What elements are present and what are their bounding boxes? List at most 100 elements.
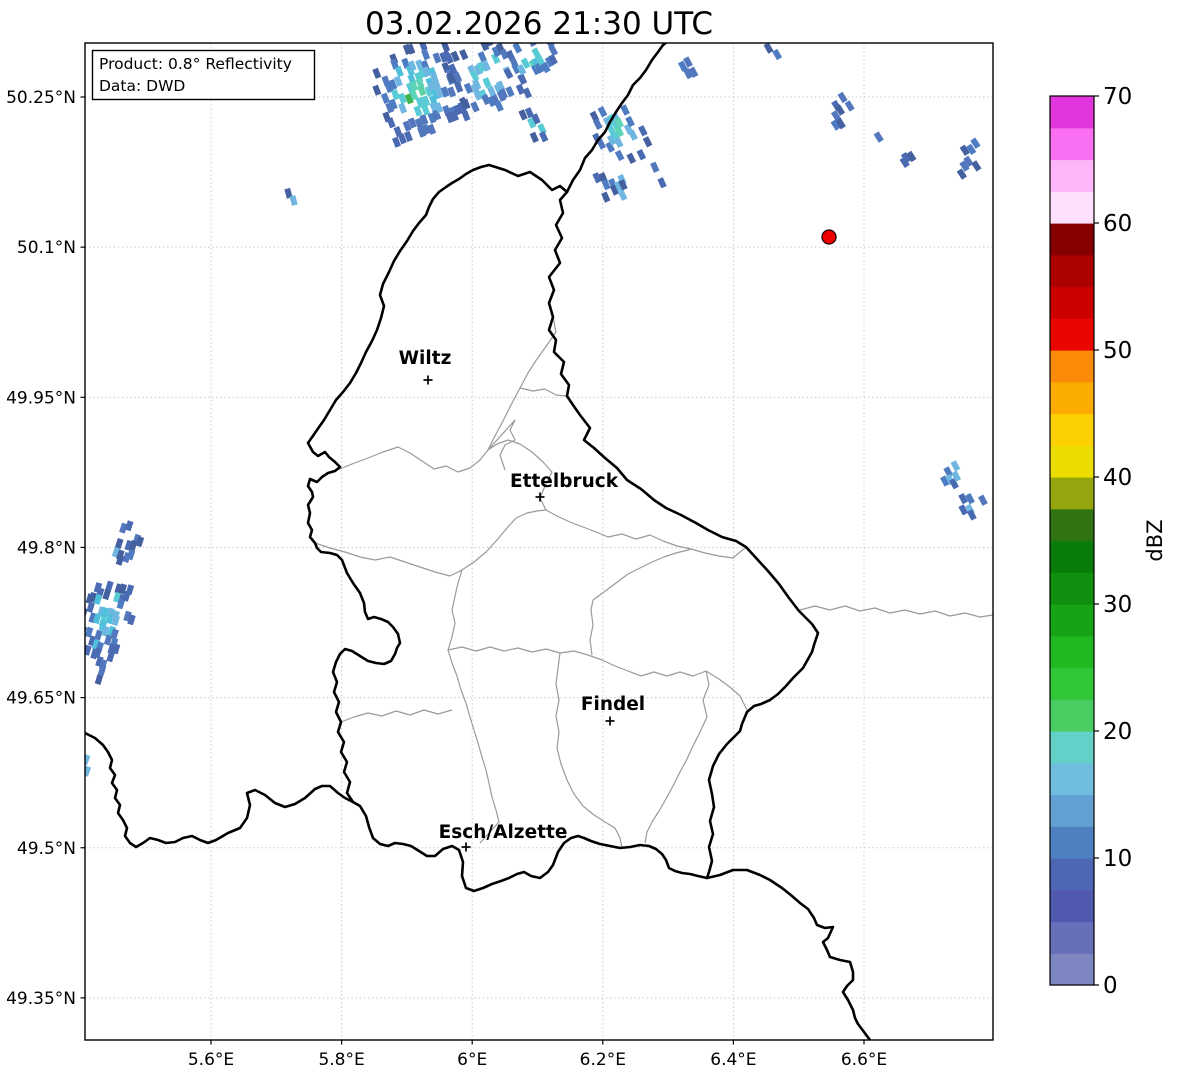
radar-echo-cell	[491, 45, 501, 58]
radar-echo-cell	[473, 89, 483, 101]
radar-echo-cell	[515, 83, 526, 95]
district-border	[340, 709, 453, 723]
radar-echo-cell	[873, 131, 884, 143]
radar-echo-cell	[544, 43, 555, 48]
colorbar-tick-label: 40	[1103, 465, 1132, 491]
colorbar-tick-label: 10	[1103, 846, 1132, 872]
radar-echo-cell	[626, 152, 637, 164]
radar-echo-cell	[636, 148, 647, 161]
radar-echo-cell	[110, 628, 119, 640]
y-axis-tick-label: 49.35°N	[6, 989, 76, 1009]
radar-echo-cell	[476, 61, 486, 73]
colorbar-segment	[1050, 953, 1094, 986]
colorbar-tick-label: 30	[1103, 592, 1132, 618]
colorbar-segment	[1050, 921, 1094, 954]
radar-echo-cell	[404, 93, 414, 105]
country-border	[565, 43, 668, 194]
colorbar-segment	[1050, 350, 1094, 383]
radar-echo-cell	[444, 52, 454, 65]
radar-echo-cell	[390, 58, 400, 70]
radar-echo-cell	[388, 98, 398, 110]
radar-echo-cell	[432, 109, 442, 121]
radar-echo-cell	[415, 59, 425, 71]
x-axis-tick-label: 6.2°E	[580, 1050, 626, 1070]
district-border	[799, 605, 993, 618]
colorbar-tick-label: 20	[1103, 719, 1132, 745]
radar-echo-cell	[122, 590, 131, 602]
city-label: Ettelbruck	[510, 471, 619, 492]
radar-echo-cell	[677, 60, 688, 72]
radar-echo-cell	[447, 86, 457, 98]
radar-echo-cell	[86, 601, 95, 613]
radar-echo-cell	[434, 102, 444, 114]
radar-echo-cell	[505, 85, 515, 98]
radar-echo-cell	[539, 131, 549, 143]
radar-echo-cell	[402, 120, 412, 132]
colorbar-segment	[1050, 731, 1094, 764]
colorbar-segment	[1050, 794, 1094, 827]
district-border	[592, 548, 692, 601]
figure-title: 03.02.2026 21:30 UTC	[365, 6, 713, 42]
radar-echo-cluster	[284, 187, 298, 206]
radar-echo-cell	[481, 60, 491, 72]
radar-echo-cell	[601, 191, 611, 203]
radar-echo-cell	[548, 53, 558, 66]
radar-echo-cell	[453, 104, 463, 116]
radar-echo-cell	[459, 48, 469, 61]
colorbar-segment	[1050, 254, 1094, 288]
radar-echo-cell	[548, 44, 559, 57]
colorbar-segment	[1050, 826, 1094, 859]
radar-echo-cluster	[111, 520, 145, 566]
radar-echo-cell	[472, 79, 482, 91]
radar-echo-cell	[498, 88, 509, 100]
radar-echo-cell	[427, 123, 437, 135]
radar-echo-cell	[540, 61, 551, 74]
radar-echo-cell	[446, 71, 456, 84]
radar-echo-cell	[518, 109, 528, 121]
y-axis-tick-label: 50.25°N	[6, 88, 76, 108]
x-axis-tick-label: 6°E	[457, 1050, 487, 1070]
radar-echo-cell	[527, 117, 537, 129]
colorbar-segment	[1050, 96, 1094, 129]
radar-echo-cell	[837, 91, 848, 104]
radar-echo-cell	[834, 104, 846, 116]
radar-echo-cell	[950, 460, 961, 472]
radar-echo-cell	[124, 520, 134, 532]
radar-echo-cell	[114, 538, 124, 550]
radar-echo-cell	[390, 89, 400, 101]
city-label: Findel	[581, 694, 645, 715]
radar-echo-cell	[102, 589, 111, 601]
radar-echo-cell	[534, 62, 545, 74]
radar-echo-cluster	[85, 580, 136, 660]
radar-echo-cell	[479, 43, 490, 52]
radar-echo-cell	[111, 643, 121, 655]
radar-echo-cell	[625, 115, 635, 128]
radar-echo-cell	[971, 160, 982, 172]
radar-echo-cell	[618, 189, 628, 201]
radar-echo-cell	[93, 647, 102, 659]
x-axis-tick-label: 5.8°E	[318, 1050, 364, 1070]
radar-echo-cell	[421, 95, 431, 107]
colorbar-segment	[1050, 191, 1094, 224]
radar-echo-cell	[470, 70, 480, 82]
radar-echo-cell	[419, 114, 429, 126]
x-axis-tick-label: 6.4°E	[710, 1050, 756, 1070]
colorbar-segment	[1050, 223, 1094, 256]
city-label: Wiltz	[399, 348, 452, 369]
colorbar-segment	[1050, 762, 1094, 796]
radar-echo-cell	[470, 101, 480, 113]
radar-echo-cell	[620, 104, 630, 116]
radar-echo-cell	[85, 626, 94, 638]
radar-echo-cell	[477, 51, 487, 63]
radar-echo-cell	[614, 149, 625, 162]
radar-echo-cell	[592, 172, 602, 184]
colorbar-outline	[1049, 95, 1095, 986]
radar-echo-cell	[511, 62, 522, 75]
product-info-line2: Data: DWD	[99, 77, 185, 95]
radar-echo-cell	[372, 84, 382, 96]
radar-echo-cell	[421, 123, 431, 135]
radar-echo-cluster	[589, 104, 653, 164]
radar-echo-cluster	[940, 460, 962, 490]
radar-echo-cell	[409, 80, 419, 92]
radar-echo-cell	[491, 52, 501, 65]
